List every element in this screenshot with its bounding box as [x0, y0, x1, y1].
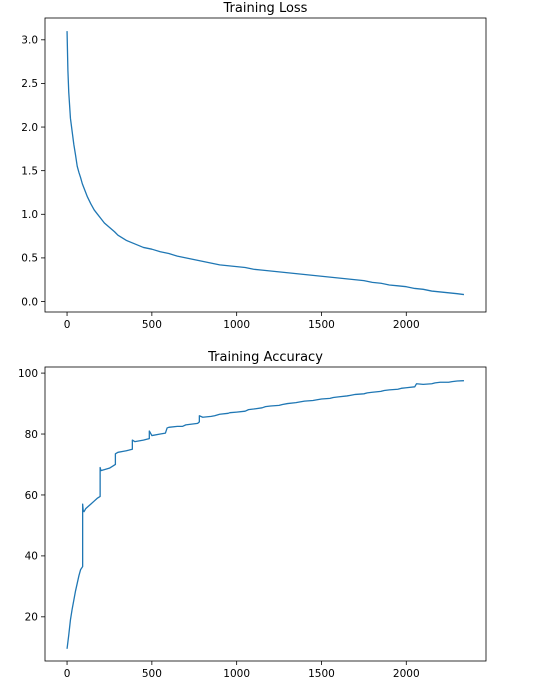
accuracy-y-tick-label: 100	[18, 368, 38, 380]
loss-chart: Training Loss 0 500 1000 1500 2000 0.0 0.5 1.0 1.…	[21, 1, 487, 331]
accuracy-x-tick-label: 1500	[308, 668, 335, 680]
loss-y-tick-label: 2.0	[21, 122, 38, 134]
loss-y-tick-label: 0.0	[21, 296, 38, 308]
accuracy-y-tick-label: 60	[25, 490, 38, 502]
loss-y-tick-label: 0.5	[21, 253, 38, 265]
accuracy-y-tick-label: 80	[25, 429, 38, 441]
accuracy-chart: Training Accuracy 0 500 1000 1500 2000 20 40 60 8…	[18, 350, 487, 680]
accuracy-x-tick-label: 0	[64, 668, 71, 680]
loss-axes-frame	[44, 17, 487, 313]
accuracy-series-line	[66, 380, 464, 649]
accuracy-chart-title: Training Accuracy	[207, 350, 323, 365]
accuracy-x-tick-label: 1000	[223, 668, 250, 680]
loss-x-tick-label: 500	[142, 319, 162, 331]
loss-y-tick-label: 2.5	[21, 78, 38, 90]
loss-x-tick-label: 2000	[393, 319, 420, 331]
loss-x-tick-label: 1000	[223, 319, 250, 331]
accuracy-y-tick-label: 40	[25, 551, 38, 563]
accuracy-y-tick-label: 20	[25, 612, 38, 624]
loss-series-line	[66, 31, 465, 296]
accuracy-x-tick-label: 500	[142, 668, 162, 680]
loss-chart-title: Training Loss	[223, 1, 308, 16]
loss-y-tick-label: 1.5	[21, 165, 38, 177]
accuracy-axes-frame	[44, 366, 487, 662]
loss-y-tick-label: 1.0	[21, 209, 38, 221]
accuracy-x-tick-label: 2000	[393, 668, 420, 680]
loss-x-tick-label: 1500	[308, 319, 335, 331]
loss-x-tick-label: 0	[64, 319, 71, 331]
loss-y-tick-label: 3.0	[21, 35, 38, 47]
